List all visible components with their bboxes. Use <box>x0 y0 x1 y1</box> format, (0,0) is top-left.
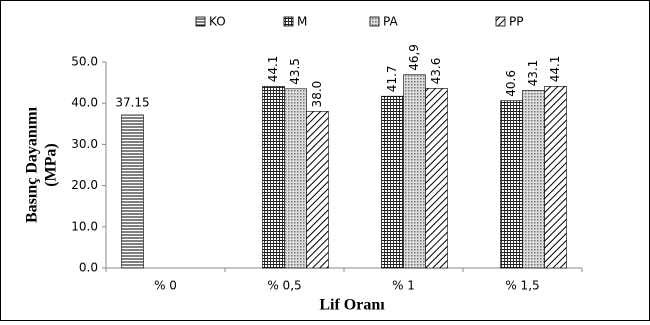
value-label: 43.6 <box>429 58 443 85</box>
y-tick-label: 10.0 <box>71 219 98 233</box>
bar <box>262 86 285 269</box>
y-tick-label: 0.0 <box>79 261 98 275</box>
value-label: 40.6 <box>504 70 518 97</box>
legend-swatch <box>495 16 506 27</box>
bar <box>381 95 404 269</box>
legend-swatch <box>369 16 380 27</box>
legend-label: KO <box>209 15 226 29</box>
value-label: 44.1 <box>266 56 280 83</box>
value-label: 38.0 <box>310 81 324 108</box>
value-label: 37.15 <box>115 95 149 109</box>
y-tick-label: 40.0 <box>71 96 98 110</box>
x-tick-label: % 0 <box>154 279 177 293</box>
bar <box>121 114 144 269</box>
value-label: 43.5 <box>288 58 302 85</box>
value-label: 44.1 <box>548 56 562 83</box>
y-tick-label: 50.0 <box>71 55 98 69</box>
x-tick-label: % 1,5 <box>505 279 539 293</box>
bar <box>403 74 426 269</box>
legend-label: M <box>297 15 307 29</box>
y-tick-label: 20.0 <box>71 178 98 192</box>
bar <box>425 88 448 269</box>
legend-swatch <box>195 16 206 27</box>
value-label: 41.7 <box>385 65 399 92</box>
bar <box>522 90 545 269</box>
y-axis-title: (MPa) <box>43 143 60 187</box>
value-label: 43.1 <box>526 60 540 87</box>
x-axis-title: Lif Oranı <box>319 297 385 314</box>
y-tick-label: 30.0 <box>71 137 98 151</box>
legend-label: PA <box>383 15 398 29</box>
bar <box>500 100 523 269</box>
legend-swatch <box>283 16 294 27</box>
legend-label: PP <box>509 15 523 29</box>
bar <box>306 111 329 269</box>
value-label: 46,9 <box>407 44 421 71</box>
bar <box>544 86 567 269</box>
bar <box>284 88 307 269</box>
x-tick-label: % 1 <box>392 279 415 293</box>
x-tick-label: % 0,5 <box>267 279 301 293</box>
y-axis-title: Basınç Dayanımı <box>24 106 41 223</box>
